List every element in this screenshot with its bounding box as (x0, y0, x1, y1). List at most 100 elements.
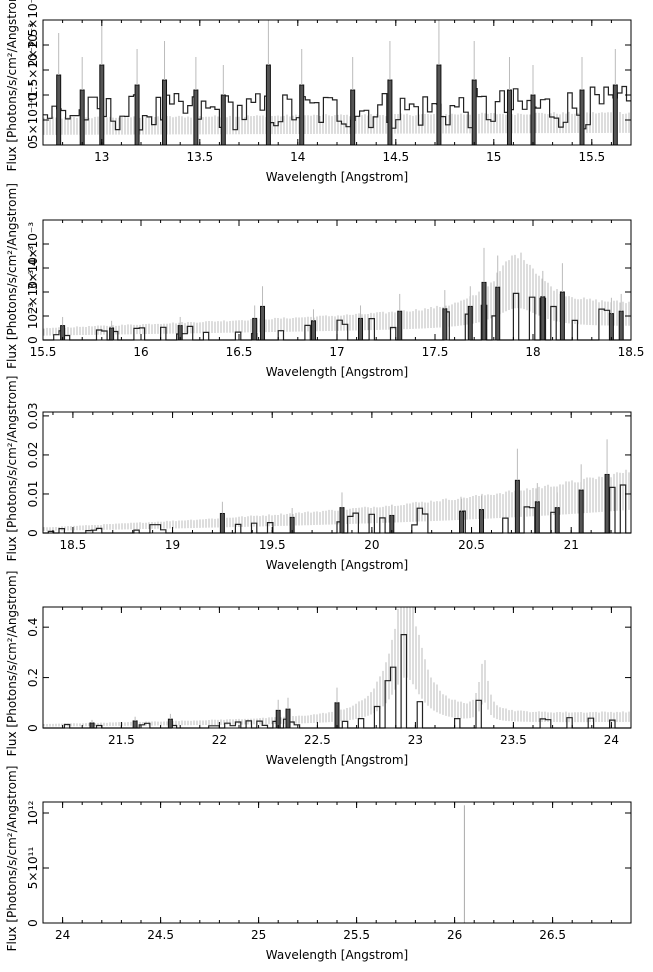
y-axis-label: Flux [Photons/s/cm²/Angstrom] (5, 571, 19, 757)
x-tick-label: 14.5 (382, 150, 409, 164)
data-spike (99, 64, 105, 146)
data-spike (350, 89, 356, 146)
x-tick-label: 20 (364, 538, 379, 552)
data-spike (467, 305, 473, 341)
x-tick-label: 16.5 (226, 345, 253, 359)
x-tick-label: 15.5 (30, 345, 57, 359)
data-spike (299, 84, 305, 146)
data-spike (339, 507, 345, 534)
x-tick-label: 17.5 (422, 345, 449, 359)
y-tick-label: 2.5×10⁻³ (26, 0, 40, 48)
x-axis-label: Wavelength [Angstrom] (266, 170, 408, 184)
y-tick-label: 5×10¹¹ (26, 847, 40, 890)
x-tick-label: 18 (525, 345, 540, 359)
y-axis-label: Flux [Photons/s/cm²/Angstrom] (5, 376, 19, 562)
y-tick-label: 0.2 (26, 668, 40, 687)
x-tick-label: 16 (133, 345, 148, 359)
data-spike (310, 320, 316, 341)
y-tick-label: 1.5×10⁻³ (26, 42, 40, 98)
data-spike (618, 310, 624, 341)
data-spike (608, 313, 614, 341)
x-tick-label: 24.5 (147, 928, 174, 942)
data-spike (554, 507, 560, 534)
model-curve-3 (43, 469, 630, 531)
data-spike (252, 317, 258, 341)
x-tick-label: 15.5 (578, 150, 605, 164)
y-tick-label: 2×10⁻³ (26, 270, 40, 314)
x-tick-label: 22 (212, 733, 227, 747)
y-tick-label: 0 (26, 141, 40, 149)
plot-frame (42, 801, 632, 924)
x-tick-label: 24 (604, 733, 619, 747)
y-axis-label: Flux [Photons/s/cm²/Angstrom] (5, 0, 19, 171)
y-tick-label: 10¹² (26, 800, 40, 825)
data-spike (260, 305, 266, 341)
x-tick-label: 26.5 (539, 928, 566, 942)
x-axis-label: Wavelength [Angstrom] (266, 365, 408, 379)
x-tick-label: 21.5 (108, 733, 135, 747)
x-tick-label: 20.5 (458, 538, 485, 552)
data-spike (220, 94, 226, 146)
x-tick-label: 13.5 (186, 150, 213, 164)
y-tick-label: 0.03 (26, 403, 40, 430)
x-tick-label: 25 (251, 928, 266, 942)
data-spike (334, 702, 340, 729)
data-spike (534, 501, 540, 534)
x-tick-label: 13 (94, 150, 109, 164)
data-spike (167, 718, 173, 729)
y-tick-label: 0 (26, 919, 40, 927)
x-tick-label: 19 (165, 538, 180, 552)
x-tick-label: 19.5 (259, 538, 286, 552)
y-tick-label: 0 (26, 336, 40, 344)
data-spike (193, 89, 199, 146)
data-spike (481, 281, 487, 341)
y-axis-label: Flux [Photons/s/cm²/Angstrom] (5, 766, 19, 952)
data-spike (56, 74, 62, 146)
data-spike (612, 84, 618, 146)
panel-3: 18.5 19 19.5 20 20.5 21 0 0.01 0.02 0.03 Wavelengt… (5, 376, 632, 572)
data-spike (79, 89, 85, 146)
y-tick-label: 10⁻³ (26, 303, 40, 330)
x-tick-label: 18.5 (618, 345, 645, 359)
data-spike (530, 94, 536, 146)
y-tick-label: 0 (26, 724, 40, 732)
panel-4: 21.5 22 22.5 23 23.5 24 0 0.2 0.4 Wavelength [Ang… (5, 571, 632, 767)
data-spike (442, 308, 448, 341)
y-tick-label: 0.01 (26, 481, 40, 508)
data-histogram-4 (43, 634, 631, 729)
data-spike (495, 286, 501, 341)
x-tick-label: 15 (486, 150, 501, 164)
data-spike (514, 479, 520, 534)
y-tick-label: 4×10⁻³ (26, 222, 40, 266)
x-tick-label: 21 (564, 538, 579, 552)
data-spike (219, 512, 225, 534)
data-spike (397, 310, 403, 341)
data-spike (134, 84, 140, 146)
x-tick-label: 23 (408, 733, 423, 747)
data-spike (285, 708, 291, 729)
x-tick-label: 23.5 (500, 733, 527, 747)
data-spike (265, 64, 271, 146)
x-tick-label: 17 (329, 345, 344, 359)
y-tick-label: 2×10⁻³ (26, 23, 40, 67)
x-tick-label: 22.5 (304, 733, 331, 747)
data-spike (578, 489, 584, 534)
panel-1: 13 13.5 14 14.5 15 15.5 05×10⁻⁴10⁻³1.5×10⁻³2×1… (5, 0, 632, 184)
y-axis-label: Flux [Photons/s/cm²/Angstrom] (5, 183, 19, 369)
data-spike (459, 511, 465, 534)
data-spike (436, 64, 442, 146)
x-tick-label: 24 (55, 928, 70, 942)
y-tick-label: 10⁻³ (26, 82, 40, 109)
x-tick-label: 25.5 (343, 928, 370, 942)
y-tick-label: 3×10⁻³ (26, 246, 40, 290)
data-spike (506, 89, 512, 146)
x-axis-label: Wavelength [Angstrom] (266, 753, 408, 767)
data-histogram-1 (43, 20, 631, 146)
plot-frame (42, 411, 632, 534)
data-histogram-3 (43, 439, 631, 534)
y-tick-label: 0.4 (26, 618, 40, 637)
data-spike (604, 473, 610, 534)
panel-2: 15.5 16 16.5 17 17.5 18 18.5 0 10⁻³2×10⁻³3×10⁻³4… (5, 183, 644, 379)
data-spike (479, 509, 485, 534)
